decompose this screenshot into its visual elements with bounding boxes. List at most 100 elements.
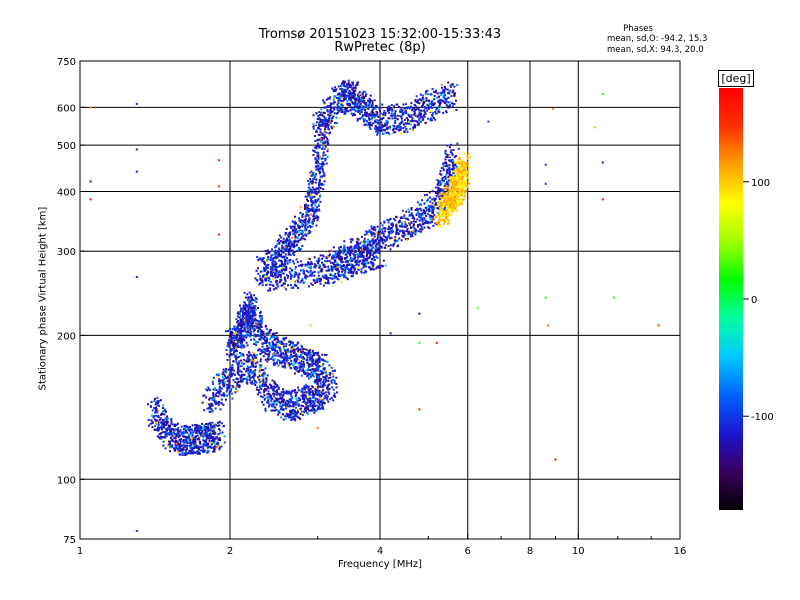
- trace-point: [170, 421, 173, 424]
- trace-point: [231, 334, 234, 337]
- trace-point: [246, 344, 249, 347]
- trace-point: [184, 435, 187, 438]
- trace-point: [235, 387, 238, 390]
- trace-point: [380, 228, 383, 231]
- trace-point: [279, 276, 282, 278]
- trace-point: [156, 403, 159, 406]
- trace-point: [304, 229, 307, 232]
- trace-point: [336, 265, 339, 268]
- trace-point: [198, 426, 201, 429]
- trace-point: [288, 238, 291, 241]
- trace-point: [253, 373, 256, 376]
- trace-point: [208, 398, 211, 401]
- trace-point: [317, 142, 320, 145]
- trace-point: [396, 232, 399, 234]
- trace-point: [206, 434, 209, 437]
- trace-point: [408, 221, 411, 224]
- trace-point: [280, 406, 283, 408]
- trace-point: [285, 269, 287, 271]
- trace-point: [402, 234, 405, 237]
- trace-point: [231, 343, 234, 346]
- trace-point: [326, 360, 329, 363]
- trace-point: [162, 431, 165, 433]
- trace-point: [336, 266, 338, 269]
- trace-point: [289, 249, 292, 252]
- trace-point: [239, 369, 242, 372]
- trace-point: [397, 221, 400, 224]
- trace-point: [261, 401, 263, 403]
- trace-point: [374, 226, 377, 229]
- trace-point: [372, 264, 375, 267]
- trace-point: [325, 261, 328, 264]
- trace-point: [271, 253, 274, 256]
- trace-point: [279, 355, 282, 358]
- trace-point: [314, 391, 317, 394]
- trace-point: [298, 368, 301, 371]
- trace-point: [298, 348, 301, 351]
- trace-point: [295, 406, 297, 409]
- trace-point: [215, 373, 218, 376]
- trace-point: [322, 408, 325, 411]
- trace-point: [412, 231, 415, 234]
- trace-point: [231, 347, 234, 350]
- trace-point: [272, 258, 274, 261]
- trace-point: [332, 115, 335, 118]
- trace-point: [259, 358, 262, 361]
- trace-point: [195, 435, 198, 438]
- trace-point: [290, 419, 293, 422]
- trace-point: [340, 274, 343, 277]
- trace-point: [215, 443, 218, 445]
- trace-point: [421, 220, 424, 223]
- trace-point: [314, 191, 317, 193]
- trace-point: [155, 414, 158, 417]
- trace-point: [321, 165, 324, 168]
- trace-point: [330, 125, 333, 128]
- trace-point: [324, 380, 327, 383]
- trace-point: [330, 266, 333, 269]
- trace-point: [293, 284, 296, 287]
- trace-point: [309, 193, 312, 196]
- trace-point: [259, 366, 262, 369]
- trace-point: [360, 247, 363, 250]
- trace-point: [199, 435, 202, 438]
- trace-point: [292, 415, 295, 418]
- trace-point: [356, 260, 359, 263]
- trace-point: [292, 225, 295, 228]
- trace-point: [321, 393, 324, 396]
- trace-point: [293, 262, 296, 265]
- trace-point: [372, 246, 374, 249]
- trace-point: [307, 364, 310, 367]
- trace-point: [248, 375, 251, 378]
- trace-point: [423, 210, 426, 213]
- trace-point: [250, 370, 252, 373]
- trace-point: [323, 115, 326, 118]
- trace-point: [286, 237, 288, 240]
- trace-point: [410, 231, 413, 233]
- trace-point: [270, 385, 273, 388]
- trace-point: [198, 448, 200, 451]
- trace-point: [295, 348, 298, 351]
- trace-point: [175, 444, 178, 447]
- trace-point: [452, 160, 455, 162]
- trace-point: [321, 146, 324, 149]
- trace-point: [296, 415, 299, 418]
- trace-point: [446, 180, 449, 183]
- trace-point: [280, 340, 283, 343]
- trace-point: [322, 111, 325, 114]
- trace-point: [261, 382, 264, 385]
- trace-point: [174, 423, 176, 426]
- trace-point: [314, 399, 317, 402]
- trace-point: [264, 278, 267, 281]
- trace-point: [313, 375, 316, 378]
- trace-point: [209, 404, 212, 407]
- trace-point: [411, 214, 414, 217]
- trace-point: [323, 135, 326, 138]
- trace-point: [245, 370, 247, 373]
- trace-point: [398, 220, 401, 223]
- trace-point: [292, 418, 295, 420]
- trace-point: [243, 319, 246, 322]
- trace-point: [314, 199, 317, 202]
- trace-point: [254, 305, 257, 307]
- trace-point: [428, 210, 431, 213]
- trace-point: [279, 274, 282, 276]
